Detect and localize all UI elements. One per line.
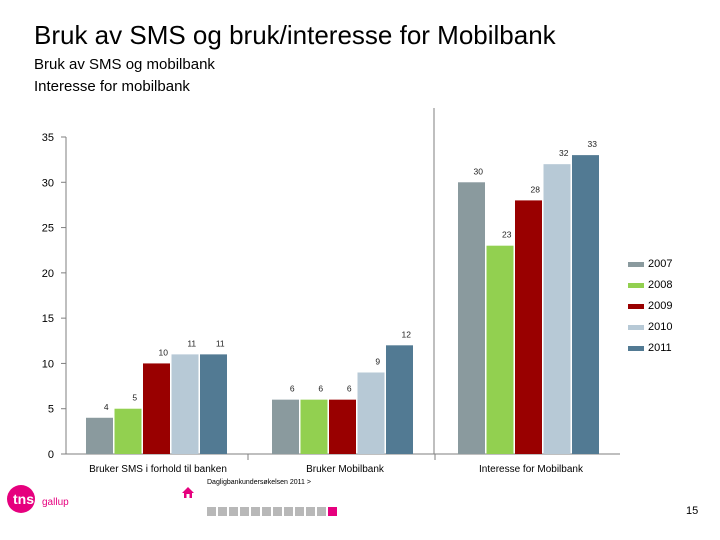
bar-2010: [171, 354, 199, 454]
legend-swatch-2011: [628, 346, 644, 351]
data-label-2009: 28: [531, 184, 541, 194]
bar-2007: [86, 417, 113, 454]
progress-square: [207, 507, 216, 516]
data-label-2010: 9: [375, 356, 380, 366]
y-tick-label: 0: [48, 449, 54, 461]
progress-square: [218, 507, 227, 516]
progress-square: [273, 507, 282, 516]
page-title: Bruk av SMS og bruk/interesse for Mobilb…: [34, 20, 556, 50]
bar-2007: [272, 399, 299, 454]
slide-progress-indicator: [207, 507, 337, 516]
chart-bars: 4 6 30 5 6 23 10 6 28 11 9 32 11 12 33: [86, 139, 599, 455]
legend-label-2010: 2010: [648, 321, 672, 333]
legend-swatch-2010: [628, 325, 644, 330]
bar-2010: [543, 164, 571, 454]
logo-circle-icon: [7, 485, 35, 513]
y-tick-label: 30: [42, 177, 54, 189]
data-label-2007: 4: [104, 402, 109, 412]
home-icon[interactable]: [181, 486, 195, 504]
tns-gallup-logo: tns gallup: [6, 482, 86, 521]
progress-square: [306, 507, 315, 516]
bar-2011: [200, 354, 227, 454]
data-label-2008: 23: [502, 230, 512, 240]
bar-2011: [386, 345, 413, 454]
data-label-2007: 6: [290, 384, 295, 394]
progress-square: [328, 507, 337, 516]
progress-square: [251, 507, 260, 516]
data-label-2011: 11: [216, 338, 225, 348]
bar-2009: [329, 399, 356, 454]
data-label-2009: 6: [347, 384, 352, 394]
category-label: Interesse for Mobilbank: [479, 464, 584, 475]
legend-label-2007: 2007: [648, 258, 672, 270]
legend-label-2009: 2009: [648, 300, 672, 312]
y-tick-label: 20: [42, 268, 54, 280]
bar-2008: [486, 245, 514, 454]
data-label-2008: 6: [318, 384, 323, 394]
category-label: Bruker Mobilbank: [306, 464, 385, 475]
chart-legend: 2007 2008 2009 2010 2011: [628, 258, 672, 354]
logo-tns-text: tns: [13, 491, 34, 507]
bar-2011: [572, 155, 599, 454]
data-label-2010: 11: [187, 338, 196, 348]
legend-swatch-2008: [628, 283, 644, 288]
data-label-2010: 32: [559, 148, 569, 158]
page-number: 15: [686, 505, 699, 517]
legend-label-2008: 2008: [648, 279, 672, 291]
legend-swatch-2007: [628, 262, 644, 267]
bar-2009: [515, 200, 542, 454]
subtitle-interesse: Interesse for mobilbank: [34, 78, 190, 95]
legend-label-2011: 2011: [648, 342, 672, 354]
logo-gallup-text: gallup: [42, 497, 69, 508]
bar-2008: [114, 408, 142, 454]
source-text: Dagligbankundersøkelsen 2011 >: [207, 479, 311, 486]
data-label-2007: 30: [474, 166, 484, 176]
bar-2009: [143, 363, 170, 454]
legend-swatch-2009: [628, 304, 644, 309]
category-label: Bruker SMS i forhold til banken: [89, 464, 227, 475]
data-label-2008: 5: [132, 393, 137, 403]
y-tick-label: 5: [48, 404, 54, 416]
progress-square: [284, 507, 293, 516]
bar-2008: [300, 399, 328, 454]
progress-square: [262, 507, 271, 516]
bar-2010: [357, 372, 385, 454]
chart-axes: 0 5 10 15 20 25 30 35 Bruker SMS i forhold til b…: [42, 108, 620, 475]
progress-square: [229, 507, 238, 516]
progress-square: [317, 507, 326, 516]
y-tick-label: 25: [42, 223, 54, 235]
y-tick-label: 10: [42, 358, 54, 370]
bar-2007: [458, 182, 485, 455]
data-label-2011: 12: [402, 329, 412, 339]
y-tick-label: 35: [42, 132, 54, 144]
progress-square: [295, 507, 304, 516]
y-tick-label: 15: [42, 313, 54, 325]
subtitle-sms-mobilbank: Bruk av SMS og mobilbank: [34, 56, 215, 73]
progress-square: [240, 507, 249, 516]
data-label-2009: 10: [159, 347, 169, 357]
data-label-2011: 33: [588, 139, 598, 149]
